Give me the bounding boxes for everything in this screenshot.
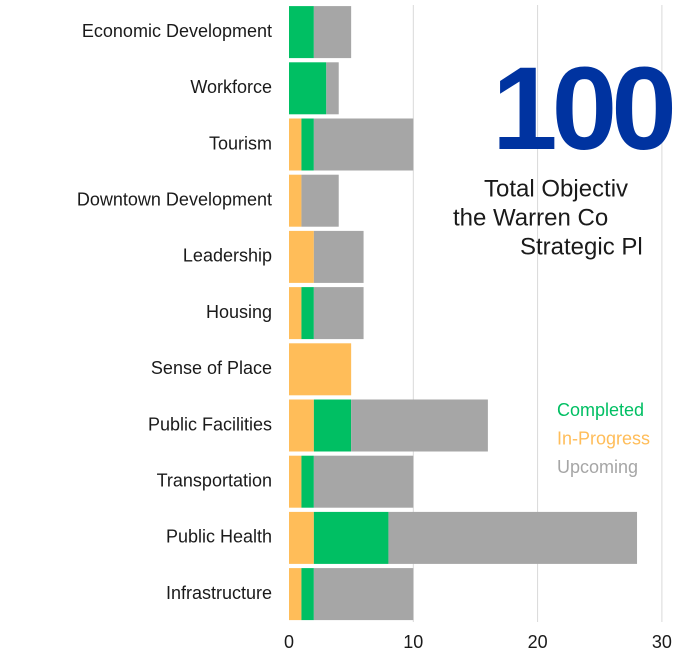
y-tick-label: Public Health: [166, 527, 272, 547]
bar-segment: [289, 455, 302, 508]
bar-segment: [313, 511, 389, 564]
y-tick-label: Housing: [206, 302, 272, 322]
bar-segment: [301, 568, 314, 621]
y-tick-label: Economic Development: [82, 21, 272, 41]
bar-segment: [313, 230, 364, 283]
bar-segment: [313, 287, 364, 340]
caption: Total Objectiv: [484, 175, 628, 202]
legend-label: In-Progress: [557, 428, 650, 448]
bar-segment: [301, 287, 314, 340]
big-number: 100: [492, 43, 672, 175]
y-tick-label: Sense of Place: [151, 358, 272, 378]
caption: the Warren Co: [453, 204, 608, 231]
bar-segment: [289, 511, 314, 564]
y-tick-label: Tourism: [209, 133, 272, 153]
bar-segment: [301, 118, 314, 171]
bar-segment: [388, 511, 638, 564]
x-tick-label: 10: [403, 632, 423, 652]
bar-segment: [289, 62, 327, 115]
bar-segment: [289, 399, 314, 452]
y-tick-label: Leadership: [183, 246, 272, 266]
legend-label: Completed: [557, 400, 644, 420]
bar-segment: [289, 230, 314, 283]
x-tick-label: 30: [652, 632, 672, 652]
bar-segment: [289, 6, 314, 59]
caption: Strategic Pl: [520, 233, 643, 260]
bar-segment: [313, 118, 414, 171]
legend-label: Upcoming: [557, 457, 638, 477]
y-tick-label: Downtown Development: [77, 189, 272, 209]
bar-segment: [313, 6, 352, 59]
y-tick-label: Workforce: [190, 77, 272, 97]
bar-segment: [289, 174, 302, 227]
x-tick-label: 20: [528, 632, 548, 652]
bar-segment: [351, 399, 488, 452]
bar-segment: [313, 568, 414, 621]
bar-segment: [289, 287, 302, 340]
plot: 0 10 20 30 Economic Development Workforce Tour…: [77, 5, 672, 652]
bar-segment: [289, 568, 302, 621]
bar-segment: [301, 455, 314, 508]
bar-segment: [326, 62, 339, 115]
bar-segment: [289, 118, 302, 171]
bar-segment: [313, 399, 352, 452]
y-tick-label: Public Facilities: [148, 414, 272, 434]
x-tick-label: 0: [284, 632, 294, 652]
bar-segment: [301, 174, 339, 227]
y-tick-label: Transportation: [157, 470, 272, 490]
bar-segment: [289, 343, 352, 396]
bar-segment: [313, 455, 414, 508]
y-tick-label: Infrastructure: [166, 583, 272, 603]
